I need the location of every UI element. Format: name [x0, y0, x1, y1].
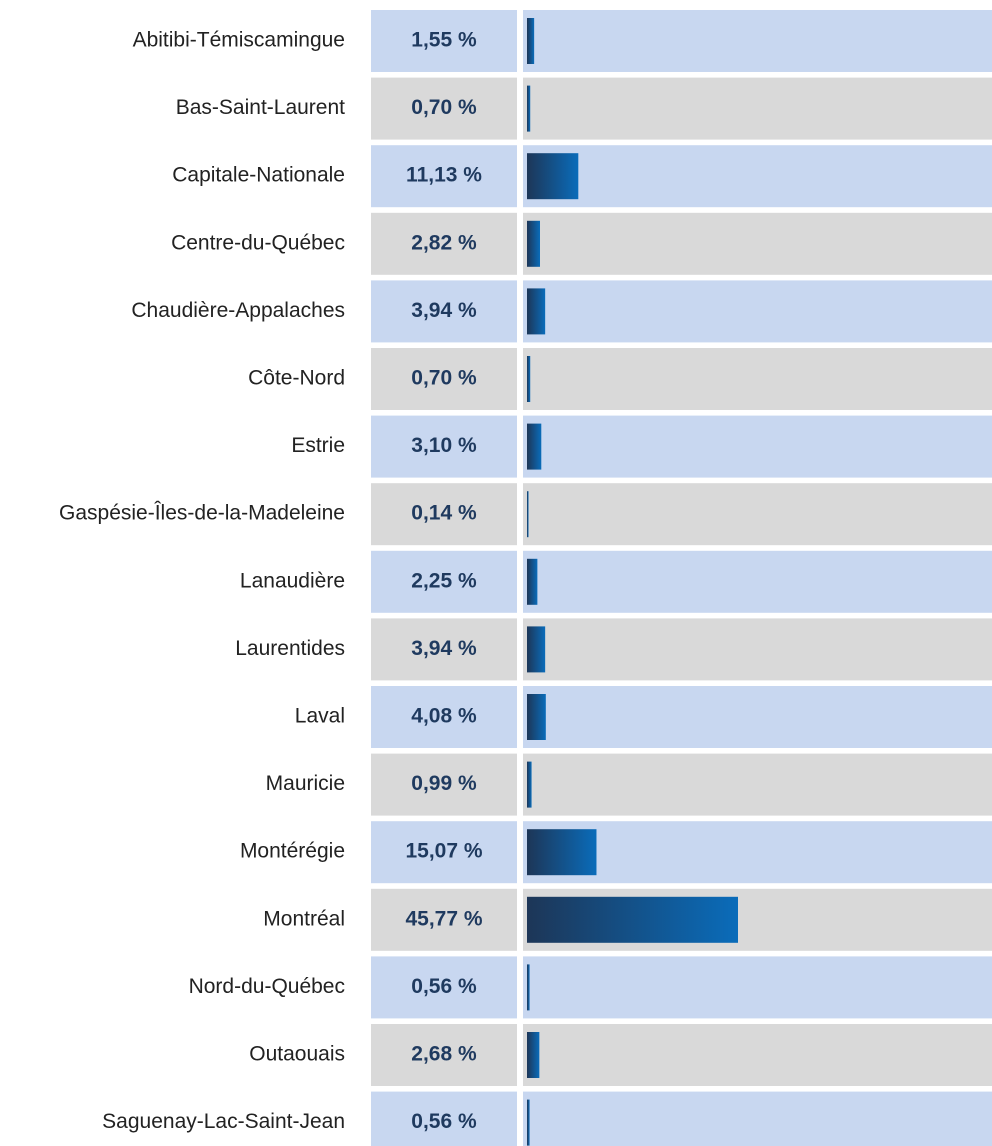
bar	[527, 558, 538, 605]
bar	[527, 1099, 530, 1146]
bar-cell	[523, 753, 992, 816]
bar-cell	[523, 77, 992, 140]
bar-cell	[523, 415, 992, 478]
category-label: Bas-Saint-Laurent	[176, 96, 345, 119]
category-label: Gaspésie-Îles-de-la-Madeleine	[59, 502, 345, 525]
bar-cell	[523, 1024, 992, 1086]
bar	[527, 626, 546, 673]
bar	[527, 761, 532, 808]
bar-cell	[523, 10, 992, 72]
value-label: 0,99 %	[411, 772, 477, 795]
value-label: 15,07 %	[405, 840, 482, 863]
bar	[527, 694, 546, 740]
bar	[527, 153, 579, 200]
value-label: 2,25 %	[411, 569, 477, 592]
bar-cell	[523, 280, 992, 343]
category-label: Lanaudière	[240, 569, 345, 592]
value-cell	[371, 753, 517, 816]
value-cell	[371, 348, 517, 410]
category-label: Saguenay-Lac-Saint-Jean	[102, 1110, 345, 1133]
value-label: 0,14 %	[411, 502, 477, 525]
value-label: 0,56 %	[411, 1110, 477, 1133]
value-label: 11,13 %	[406, 164, 482, 187]
value-cell	[371, 145, 517, 208]
value-cell	[371, 956, 517, 1019]
bar-cell	[523, 483, 992, 546]
bar	[527, 220, 541, 267]
bar	[527, 829, 597, 876]
bar-cell	[523, 212, 992, 275]
value-cell	[371, 618, 517, 681]
value-cell	[371, 686, 517, 748]
bar-cell	[523, 145, 992, 208]
bar-cell	[523, 686, 992, 748]
bar-cell	[523, 956, 992, 1019]
bar	[527, 423, 542, 470]
value-cell	[371, 10, 517, 72]
value-cell	[371, 821, 517, 884]
category-label: Chaudière-Appalaches	[131, 299, 345, 322]
value-label: 3,94 %	[411, 637, 477, 660]
value-label: 45,77 %	[405, 907, 482, 930]
bar-cell	[523, 618, 992, 681]
category-label: Capitale-Nationale	[172, 164, 345, 187]
value-cell	[371, 415, 517, 478]
value-cell	[371, 280, 517, 343]
value-label: 3,10 %	[411, 434, 477, 457]
category-label: Laval	[295, 705, 345, 728]
bar	[527, 85, 531, 132]
bar-cell	[523, 821, 992, 884]
value-label: 3,94 %	[411, 299, 477, 322]
category-label: Centre-du-Québec	[171, 231, 345, 254]
bar-cell	[523, 348, 992, 410]
value-cell	[371, 483, 517, 546]
value-cell	[371, 212, 517, 275]
bar	[527, 896, 738, 943]
category-label: Montérégie	[240, 840, 345, 863]
bar	[527, 964, 530, 1011]
category-label: Outaouais	[249, 1043, 345, 1066]
bar	[527, 288, 546, 335]
bar	[527, 18, 535, 64]
value-label: 1,55 %	[411, 29, 477, 52]
category-label: Montréal	[263, 907, 345, 930]
value-label: 0,70 %	[411, 367, 477, 390]
value-label: 2,82 %	[411, 231, 477, 254]
value-label: 0,56 %	[411, 975, 477, 998]
category-label: Côte-Nord	[248, 367, 345, 390]
category-label: Estrie	[291, 434, 345, 457]
category-label: Abitibi-Témiscamingue	[133, 29, 345, 52]
value-label: 0,70 %	[411, 96, 477, 119]
value-cell	[371, 1024, 517, 1086]
value-cell	[371, 888, 517, 951]
value-cell	[371, 77, 517, 140]
value-cell	[371, 1091, 517, 1146]
category-label: Mauricie	[266, 772, 345, 795]
category-label: Laurentides	[235, 637, 345, 660]
bar-cell	[523, 550, 992, 613]
value-label: 2,68 %	[411, 1043, 477, 1066]
value-label: 4,08 %	[411, 705, 477, 728]
bar	[527, 1032, 540, 1078]
bar	[527, 491, 529, 538]
bar	[527, 356, 531, 402]
value-cell	[371, 550, 517, 613]
bar-cell	[523, 1091, 992, 1146]
category-label: Nord-du-Québec	[189, 975, 345, 998]
